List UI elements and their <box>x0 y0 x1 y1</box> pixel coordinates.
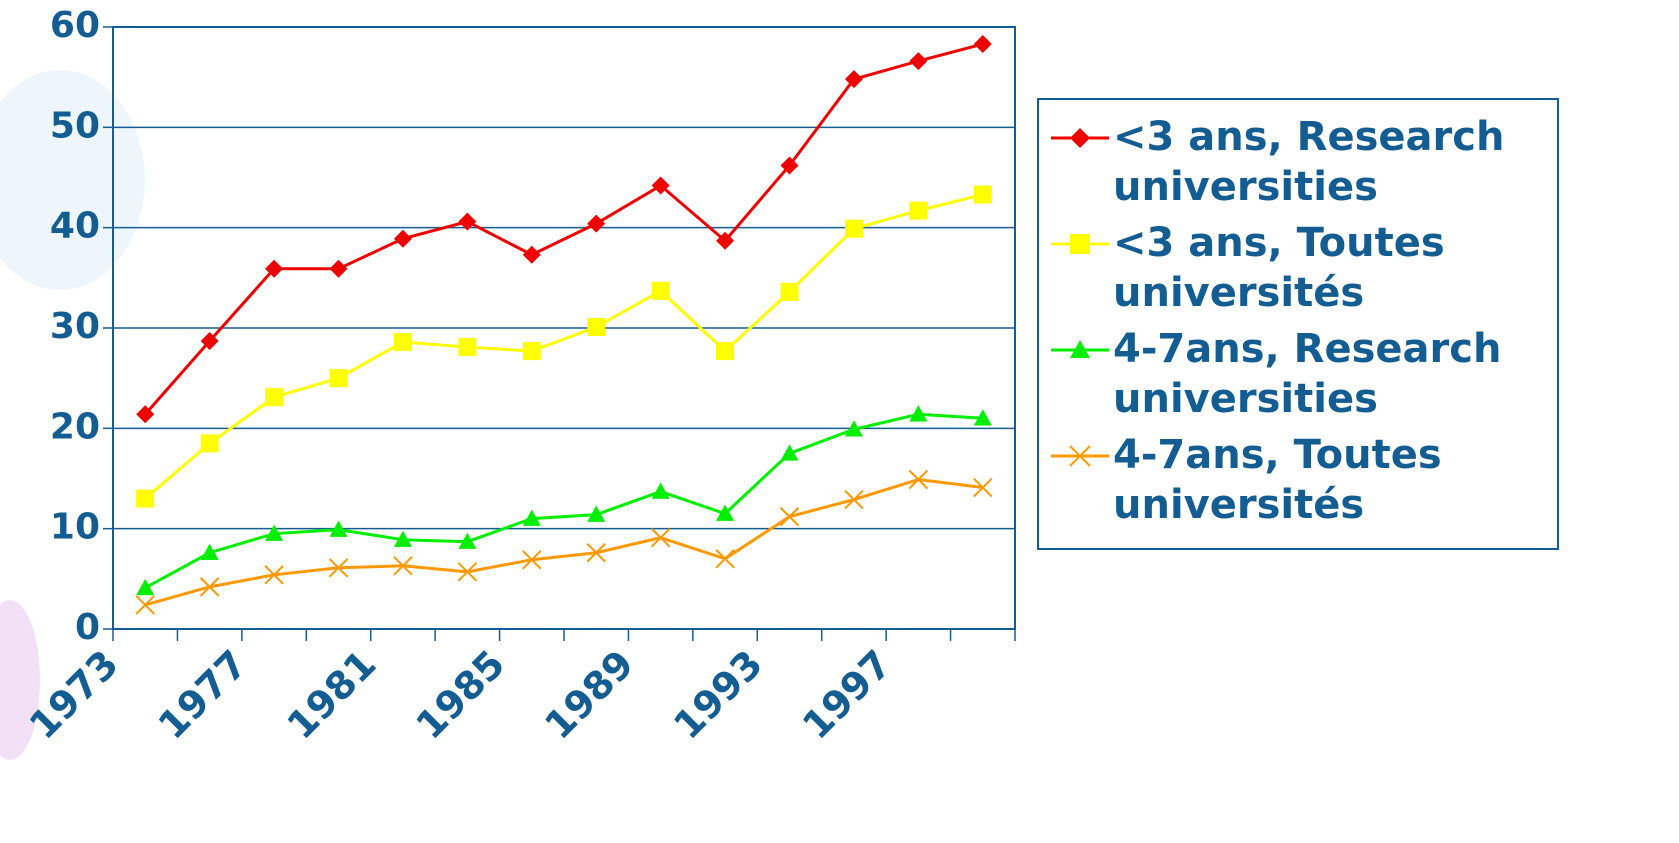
legend-entry: 4-7ans, Toutes universités <box>1047 430 1557 530</box>
legend-icon <box>1051 234 1109 254</box>
marker <box>909 405 928 422</box>
marker <box>716 342 735 361</box>
marker <box>973 409 992 426</box>
legend-label: 4-7ans, Toutes universités <box>1113 432 1442 528</box>
marker <box>716 504 735 521</box>
marker <box>522 342 541 361</box>
marker <box>844 420 863 437</box>
y-tick-label: 60 <box>50 5 100 46</box>
marker <box>1070 234 1090 254</box>
marker <box>329 520 348 537</box>
marker <box>264 565 284 585</box>
marker <box>458 212 477 231</box>
marker <box>587 505 606 522</box>
marker <box>199 577 220 597</box>
marker <box>1070 340 1090 358</box>
x-tick-label: 1977 <box>150 642 256 748</box>
decor <box>0 600 40 760</box>
legend-icon <box>1051 340 1109 358</box>
marker <box>780 156 799 175</box>
y-tick-label: 30 <box>50 306 100 347</box>
marker <box>650 527 671 548</box>
marker <box>586 543 606 563</box>
x-tick-label: 1985 <box>407 642 513 748</box>
y-tick-label: 20 <box>50 406 100 447</box>
marker <box>393 530 412 547</box>
marker <box>200 434 219 453</box>
legend-entry: <3 ans, Research universities <box>1047 112 1557 212</box>
marker <box>651 281 670 300</box>
y-tick-label: 50 <box>50 105 100 146</box>
marker <box>393 229 412 248</box>
legend-entry: 4-7ans, Research universities <box>1047 324 1557 424</box>
marker <box>973 35 992 54</box>
marker <box>329 259 348 278</box>
marker <box>136 578 155 596</box>
marker <box>458 532 477 549</box>
legend-label: <3 ans, Toutes universités <box>1113 220 1445 316</box>
marker <box>780 444 799 461</box>
legend-label: <3 ans, Research universities <box>1113 114 1505 210</box>
marker <box>265 259 284 278</box>
marker <box>265 388 284 407</box>
marker <box>522 509 541 526</box>
marker <box>393 556 413 576</box>
marker <box>973 477 993 498</box>
marker <box>265 524 284 541</box>
marker <box>587 317 606 336</box>
y-tick-label: 0 <box>75 607 100 648</box>
series-line <box>144 412 983 590</box>
marker <box>780 282 799 301</box>
series-line <box>144 42 984 416</box>
marker <box>587 214 606 233</box>
marker <box>779 506 800 527</box>
legend-entry: <3 ans, Toutes universités <box>1047 218 1557 318</box>
marker <box>844 70 863 89</box>
legend-label: 4-7ans, Research universities <box>1113 326 1502 422</box>
marker <box>393 333 412 352</box>
x-tick-label: 1989 <box>536 642 642 748</box>
marker <box>651 482 670 499</box>
x-tick-label: 1997 <box>794 642 900 748</box>
legend: <3 ans, Research universities <3 ans, Tou… <box>1037 98 1559 550</box>
x-tick-label: 1981 <box>279 642 385 748</box>
marker <box>328 558 349 578</box>
legend-icon <box>1051 128 1109 148</box>
marker <box>200 543 219 560</box>
marker <box>1069 445 1091 467</box>
legend-icon <box>1051 445 1109 467</box>
marker <box>909 201 928 220</box>
marker <box>844 489 864 510</box>
marker <box>522 245 541 264</box>
marker <box>458 338 477 357</box>
marker <box>522 550 542 570</box>
marker <box>715 549 735 569</box>
marker <box>651 176 670 195</box>
marker <box>909 52 928 71</box>
marker <box>135 595 155 615</box>
x-tick-label: 1993 <box>665 642 771 748</box>
marker <box>200 332 219 351</box>
series-line <box>144 477 983 607</box>
marker <box>973 185 992 204</box>
marker <box>908 469 929 490</box>
series-line <box>144 193 984 500</box>
marker <box>844 219 863 238</box>
marker <box>136 489 155 508</box>
y-tick-label: 10 <box>50 507 100 548</box>
marker <box>457 562 478 582</box>
decor <box>0 70 145 290</box>
marker <box>1070 128 1090 148</box>
marker <box>716 231 735 250</box>
marker <box>136 405 155 424</box>
y-tick-label: 40 <box>50 206 100 247</box>
marker <box>329 369 348 388</box>
